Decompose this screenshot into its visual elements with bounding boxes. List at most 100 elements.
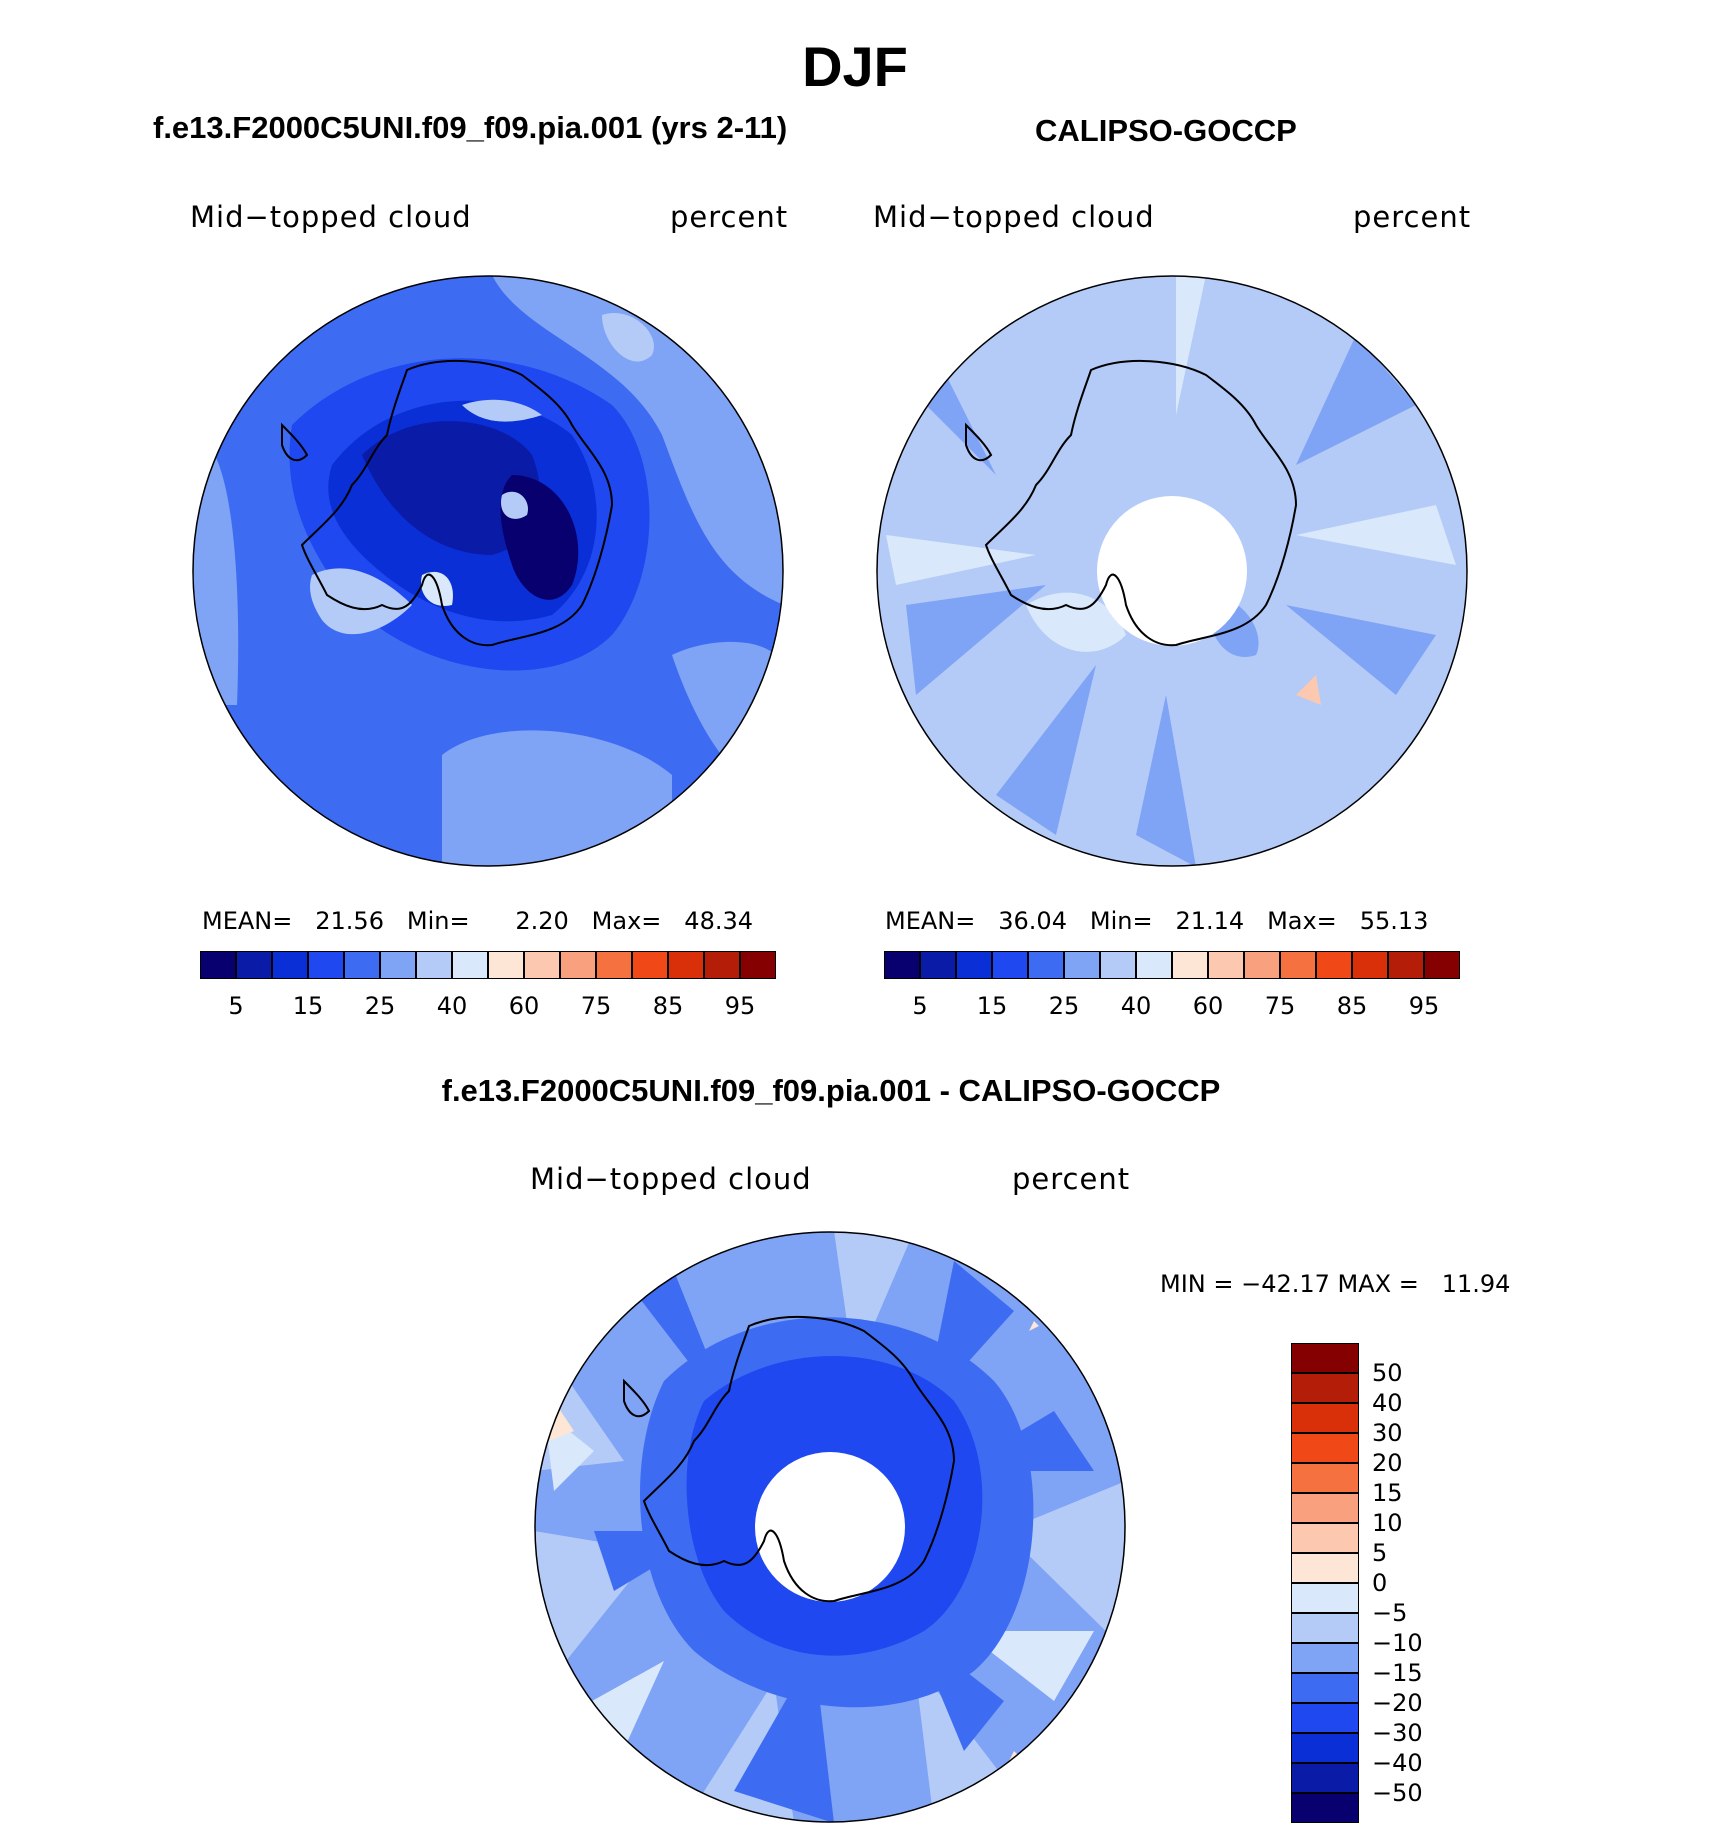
cb2-swatch-3 [992, 951, 1028, 979]
cb2-swatch-6 [1100, 951, 1136, 979]
cb3-tick-label: 40 [1372, 1389, 1403, 1417]
panel2-max: 55.13 [1359, 907, 1429, 935]
cb3-tick-label: 0 [1372, 1569, 1388, 1597]
cb2-tick-label: 95 [1408, 992, 1440, 1020]
cb3-tick-label: 30 [1372, 1419, 1403, 1447]
cb1-swatch-7 [452, 951, 488, 979]
cb3-swatch-9 [1291, 1613, 1359, 1643]
cb1-tick-label: 85 [652, 992, 684, 1020]
diff-units: percent [1012, 1162, 1131, 1196]
cb2-tick-label: 25 [1048, 992, 1080, 1020]
cb1-swatch-14 [704, 951, 740, 979]
colorbar-panel2 [884, 951, 1460, 979]
panel2-stats: MEAN= 36.04 Min= 21.14 Max= 55.13 [885, 907, 1428, 935]
map-obs [876, 275, 1468, 867]
map-difference [534, 1231, 1126, 1823]
cb1-tick-label: 40 [436, 992, 468, 1020]
panel2-max-label: Max= [1267, 907, 1337, 935]
cb3-swatch-1 [1291, 1373, 1359, 1403]
panel2-min: 21.14 [1175, 907, 1245, 935]
cb3-swatch-6 [1291, 1523, 1359, 1553]
panel1-mean-label: MEAN= [202, 907, 293, 935]
panel1-max-label: Max= [591, 907, 662, 935]
cb1-swatch-0 [200, 951, 236, 979]
cb3-tick-label: 15 [1372, 1479, 1403, 1507]
cb2-swatch-0 [884, 951, 920, 979]
cb1-swatch-2 [272, 951, 308, 979]
cb1-swatch-9 [524, 951, 560, 979]
cb2-tick-label: 85 [1336, 992, 1368, 1020]
cb3-swatch-15 [1291, 1793, 1359, 1823]
colorbar-panel1 [200, 951, 776, 979]
cb1-swatch-5 [380, 951, 416, 979]
cb2-tick-label: 5 [912, 992, 928, 1020]
colorbar-panel1-ticks: 5 15 25 40 60 75 85 95 [200, 992, 776, 1022]
panel1-title: f.e13.F2000C5UNI.f09_f09.pia.001 (yrs 2-… [153, 110, 788, 145]
cb1-swatch-4 [344, 951, 380, 979]
cb3-tick-label: 10 [1372, 1509, 1403, 1537]
cb3-swatch-8 [1291, 1583, 1359, 1613]
colorbar-difference [1291, 1343, 1359, 1823]
cb3-tick-label: −15 [1372, 1659, 1423, 1687]
panel2-mean: 36.04 [998, 907, 1067, 935]
cb1-swatch-1 [236, 951, 272, 979]
cb2-swatch-9 [1208, 951, 1244, 979]
cb3-swatch-13 [1291, 1733, 1359, 1763]
cb3-tick-label: −20 [1372, 1689, 1423, 1717]
cb2-swatch-5 [1064, 951, 1100, 979]
colorbar-panel2-ticks: 5 15 25 40 60 75 85 95 [884, 992, 1460, 1022]
cb1-tick-label: 5 [228, 992, 244, 1020]
cb3-swatch-11 [1291, 1673, 1359, 1703]
panel1-units: percent [670, 200, 789, 234]
cb2-tick-label: 40 [1120, 992, 1152, 1020]
cb3-swatch-2 [1291, 1403, 1359, 1433]
cb3-tick-label: 50 [1372, 1359, 1403, 1387]
panel2-units: percent [1353, 200, 1472, 234]
cb2-swatch-15 [1424, 951, 1460, 979]
cb1-tick-label: 60 [508, 992, 540, 1020]
panel2-title: CALIPSO-GOCCP [1035, 113, 1297, 148]
cb2-swatch-12 [1316, 951, 1352, 979]
panel2-variable: Mid−topped cloud [873, 200, 1155, 234]
panel1-stats: MEAN= 21.56 Min= 2.20 Max= 48.34 [202, 907, 753, 935]
cb2-swatch-2 [956, 951, 992, 979]
cb3-tick-label: −50 [1372, 1779, 1423, 1807]
cb3-swatch-14 [1291, 1763, 1359, 1793]
cb2-swatch-4 [1028, 951, 1064, 979]
cb3-tick-label: −30 [1372, 1719, 1423, 1747]
panel2-min-label: Min= [1089, 907, 1153, 935]
cb1-tick-label: 15 [292, 992, 324, 1020]
cb3-swatch-10 [1291, 1643, 1359, 1673]
cb1-tick-label: 95 [724, 992, 756, 1020]
panel1-min-label: Min= [406, 907, 470, 935]
cb2-swatch-13 [1352, 951, 1388, 979]
cb1-swatch-3 [308, 951, 344, 979]
cb2-swatch-8 [1172, 951, 1208, 979]
diff-variable: Mid−topped cloud [530, 1162, 812, 1196]
cb3-tick-label: 5 [1372, 1539, 1388, 1567]
diff-minmax: MIN = −42.17 MAX = 11.94 [1160, 1270, 1511, 1298]
cb1-swatch-6 [416, 951, 452, 979]
cb2-swatch-14 [1388, 951, 1424, 979]
map-model [192, 275, 784, 867]
cb3-tick-label: −5 [1372, 1599, 1408, 1627]
panel2-mean-label: MEAN= [885, 907, 976, 935]
cb1-swatch-8 [488, 951, 524, 979]
cb2-tick-label: 60 [1192, 992, 1224, 1020]
colorbar-difference-ticks: 50 40 30 20 15 10 5 0 −5 −10 −15 −20 −30 −40 −50 [1372, 1343, 1452, 1823]
cb2-swatch-1 [920, 951, 956, 979]
cb3-swatch-5 [1291, 1493, 1359, 1523]
panel1-variable: Mid−topped cloud [190, 200, 472, 234]
cb3-swatch-12 [1291, 1703, 1359, 1733]
cb3-swatch-3 [1291, 1433, 1359, 1463]
panel1-mean: 21.56 [315, 907, 384, 935]
cb1-swatch-15 [740, 951, 776, 979]
cb1-swatch-10 [560, 951, 596, 979]
cb1-swatch-11 [596, 951, 632, 979]
cb1-swatch-12 [632, 951, 668, 979]
cb1-tick-label: 25 [364, 992, 396, 1020]
cb3-swatch-4 [1291, 1463, 1359, 1493]
cb2-swatch-7 [1136, 951, 1172, 979]
cb1-swatch-13 [668, 951, 704, 979]
cb3-tick-label: −40 [1372, 1749, 1423, 1777]
